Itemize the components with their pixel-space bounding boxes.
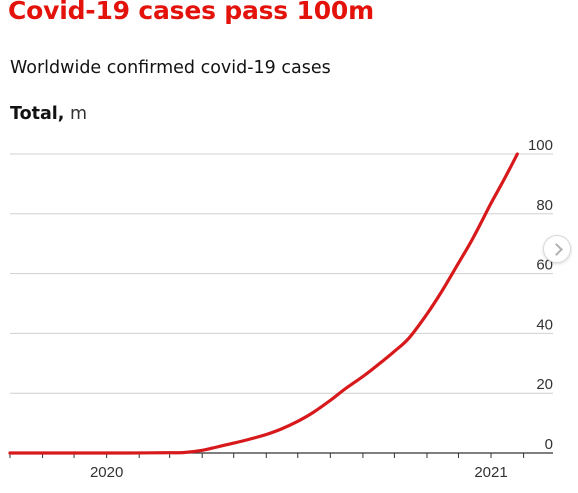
x-tick-labels: 2020 2021 <box>90 464 508 481</box>
y-tick-label-20: 20 <box>536 376 553 393</box>
y-tick-label-40: 40 <box>536 316 553 333</box>
gridlines <box>10 153 553 454</box>
chart-title: Covid-19 cases pass 100m <box>8 0 374 25</box>
x-axis-ticks <box>9 453 525 458</box>
chevron-right-icon <box>550 243 563 256</box>
y-tick-label-100: 100 <box>528 137 553 154</box>
x-tick-label-2021: 2021 <box>474 464 507 481</box>
x-tick-label-2020: 2020 <box>90 464 123 481</box>
chart-subtitle: Worldwide confirmed covid-19 cases <box>10 58 331 78</box>
y-tick-label-80: 80 <box>536 197 553 214</box>
y-tick-label-0: 0 <box>545 436 553 453</box>
next-button[interactable] <box>543 235 571 263</box>
y-axis-label: Total, m <box>10 104 87 124</box>
y-axis-label-unit: m <box>64 104 88 124</box>
y-axis-label-strong: Total, <box>10 104 65 124</box>
series-lines <box>8 152 519 455</box>
series-line-0 <box>8 152 519 455</box>
